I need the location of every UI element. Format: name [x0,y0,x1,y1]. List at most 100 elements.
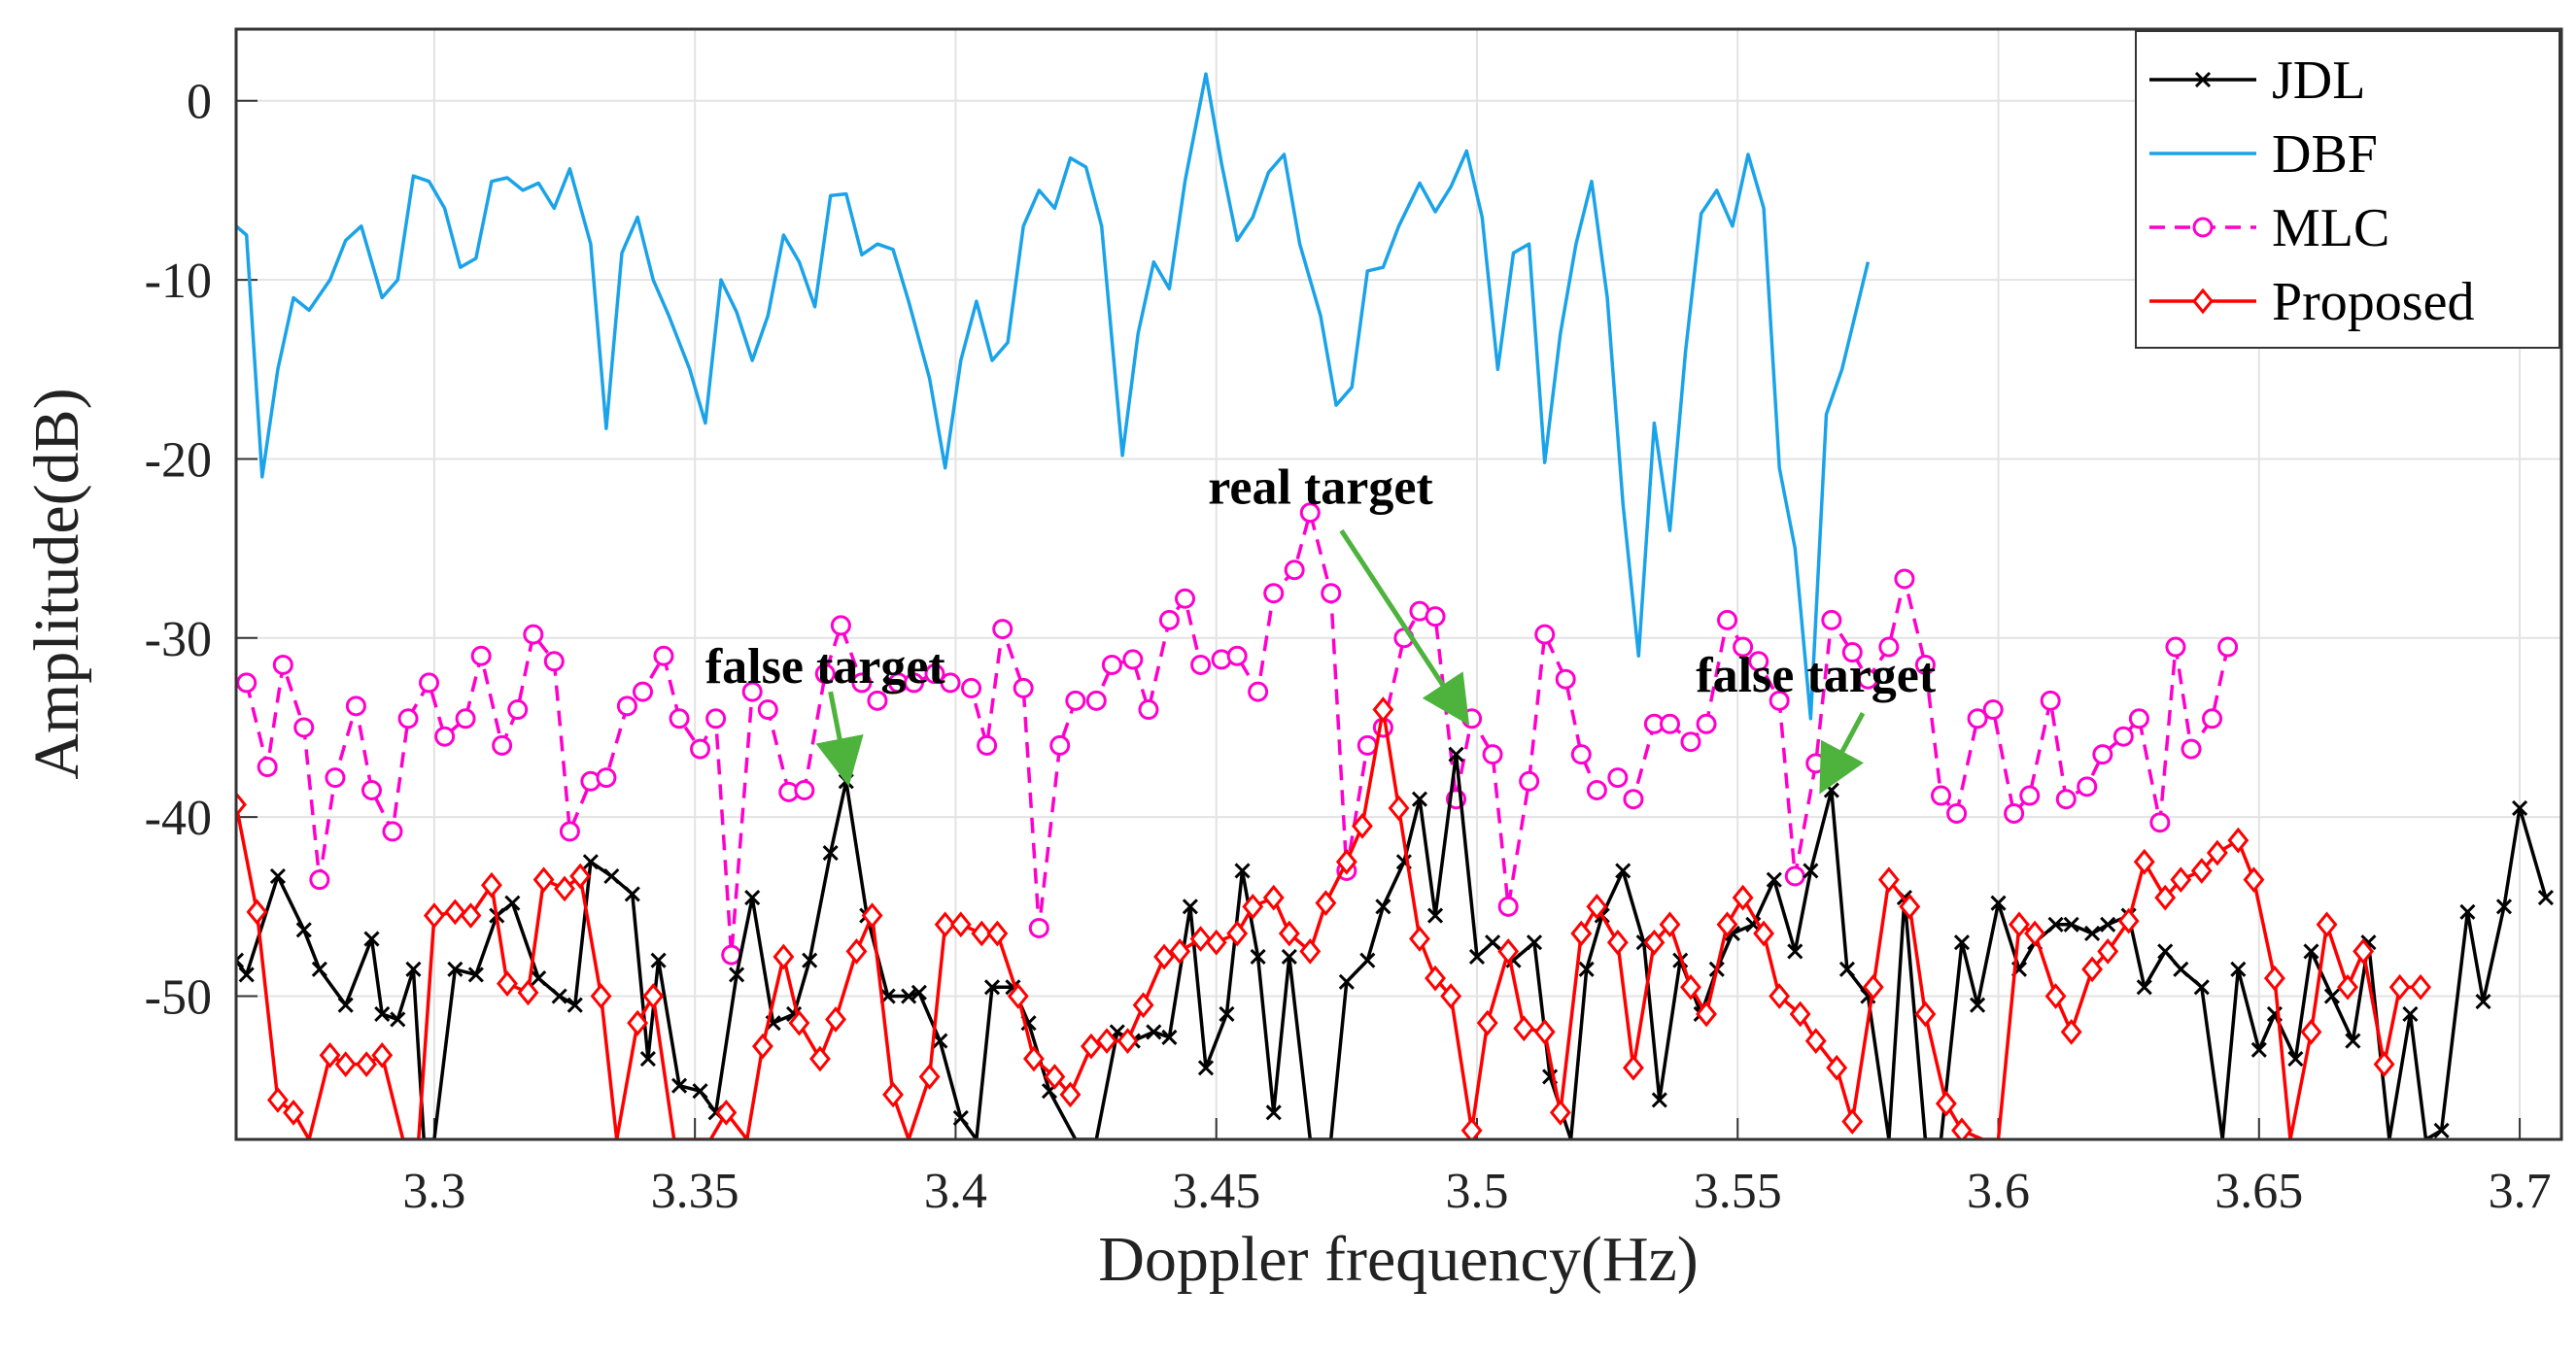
series-proposed-marker [1951,1117,1973,1139]
series-proposed-marker [1388,795,1410,822]
annotation: false target [705,639,945,787]
series-jdl-marker [2173,961,2189,977]
series-proposed-marker [334,1051,357,1077]
series-proposed-marker [2190,858,2213,884]
series-mlc-marker [309,869,330,891]
series-mlc-marker [940,672,961,694]
series-mlc-marker [1321,583,1342,604]
series-jdl-marker [1234,863,1251,879]
series-mlc-marker [690,738,711,760]
series-jdl-marker [447,961,464,977]
series-mlc-marker [507,699,529,721]
series-jdl-marker [729,967,745,983]
series-proposed-marker [1549,1099,1571,1126]
series-mlc-marker [1425,606,1446,628]
series-proposed-marker [2170,866,2192,894]
series-mlc-marker [1461,708,1483,729]
series-jdl-marker [2287,1050,2304,1068]
series-mlc-marker [1158,609,1180,630]
series-mlc-marker [1894,568,1915,590]
series-proposed-marker [2133,848,2155,875]
series-proposed-marker [971,920,993,947]
series-jdl-marker [467,967,484,983]
x-tick-label: 3.5 [1445,1164,1508,1219]
series-proposed-marker [1169,938,1191,965]
series-mlc-marker [470,645,492,666]
series-mlc-marker [1284,560,1305,581]
series-jdl-marker [405,961,422,977]
series-mlc-marker [1931,785,1952,806]
series-proposed-marker [1226,920,1249,947]
series-mlc-marker [345,695,366,717]
series-proposed-marker [1335,848,1357,875]
series-jdl-marker [822,844,839,862]
series-mlc-marker [1065,690,1086,711]
series-proposed-marker [1935,1090,1957,1117]
series-mlc-marker [455,708,476,729]
series-mlc-marker [1623,789,1644,810]
series-jdl-marker [2047,916,2064,933]
series-mlc-marker [1226,645,1248,666]
series-jdl-marker [1485,934,1501,951]
annotation-arrow [1819,712,1866,795]
series-mlc-marker [1519,770,1540,792]
series-proposed-marker [1189,926,1212,952]
series-jdl-marker [671,1077,688,1094]
series-mlc-marker [2181,738,2202,760]
annotation: false target [1696,648,1937,795]
series-jdl-marker [2402,1005,2419,1023]
series-proposed-marker [808,1045,831,1072]
series-proposed-marker [480,871,502,899]
series-jdl-marker [1766,871,1782,888]
series-proposed-marker [1132,992,1154,1019]
series-mlc-marker [1784,865,1805,887]
series-proposed-marker [1533,1019,1556,1045]
series-mlc-marker [1841,642,1863,663]
series-mlc-marker [977,734,998,756]
series-mlc-marker [1914,654,1936,675]
x-tick-label: 3.4 [924,1164,987,1219]
series-mlc-marker [1190,654,1212,675]
series-jdl-marker [952,1109,969,1126]
series-jdl-marker [363,931,380,947]
series-jdl-marker [2495,899,2513,915]
series-proposed-marker [1409,926,1430,952]
legend-item-jdl: JDL [2149,51,2365,111]
series-mlc-marker [523,624,544,645]
series-jdl-marker [1970,997,1986,1013]
y-tick-label: -40 [145,791,212,846]
series-proposed-marker [1570,920,1593,947]
series-proposed-marker [517,979,539,1006]
series-proposed-marker [2388,973,2411,1001]
series-mlc-marker [1680,731,1701,753]
series-proposed-marker [2024,920,2046,947]
series-proposed-marker [1262,884,1285,911]
series-mlc-marker [1733,636,1754,658]
series-jdl-marker [744,890,761,906]
series-mlc-marker [1085,690,1107,711]
series-mlc [236,502,2239,966]
series-proposed-marker [2009,911,2030,938]
series-mlc-marker [2202,708,2223,729]
series-proposed-marker [1732,884,1754,911]
series-proposed-marker [246,899,268,926]
series-proposed-marker [2081,956,2104,983]
series-jdl-marker [1338,973,1355,990]
series-proposed-marker [1299,938,1322,965]
series-proposed-marker [1116,1028,1139,1054]
series-jdl-marker [2157,943,2174,960]
series-proposed-marker [2154,884,2177,911]
series-mlc-marker [1857,668,1878,690]
series-jdl-marker [2459,903,2476,920]
series-jdl-marker [2193,979,2210,996]
series-proposed-marker [319,1041,341,1069]
series-proposed-marker [1372,696,1394,723]
legend-items: JDL DBF MLC Proposed [2149,51,2474,332]
series-proposed-marker [1606,929,1629,956]
series-proposed-marker [1659,911,1681,938]
series-mlc-marker [1586,780,1607,801]
legend-proposed-marker [2192,288,2214,315]
plot-frame [234,27,2563,1141]
series-proposed-marker [2316,911,2338,938]
series-mlc-marker [543,651,565,672]
